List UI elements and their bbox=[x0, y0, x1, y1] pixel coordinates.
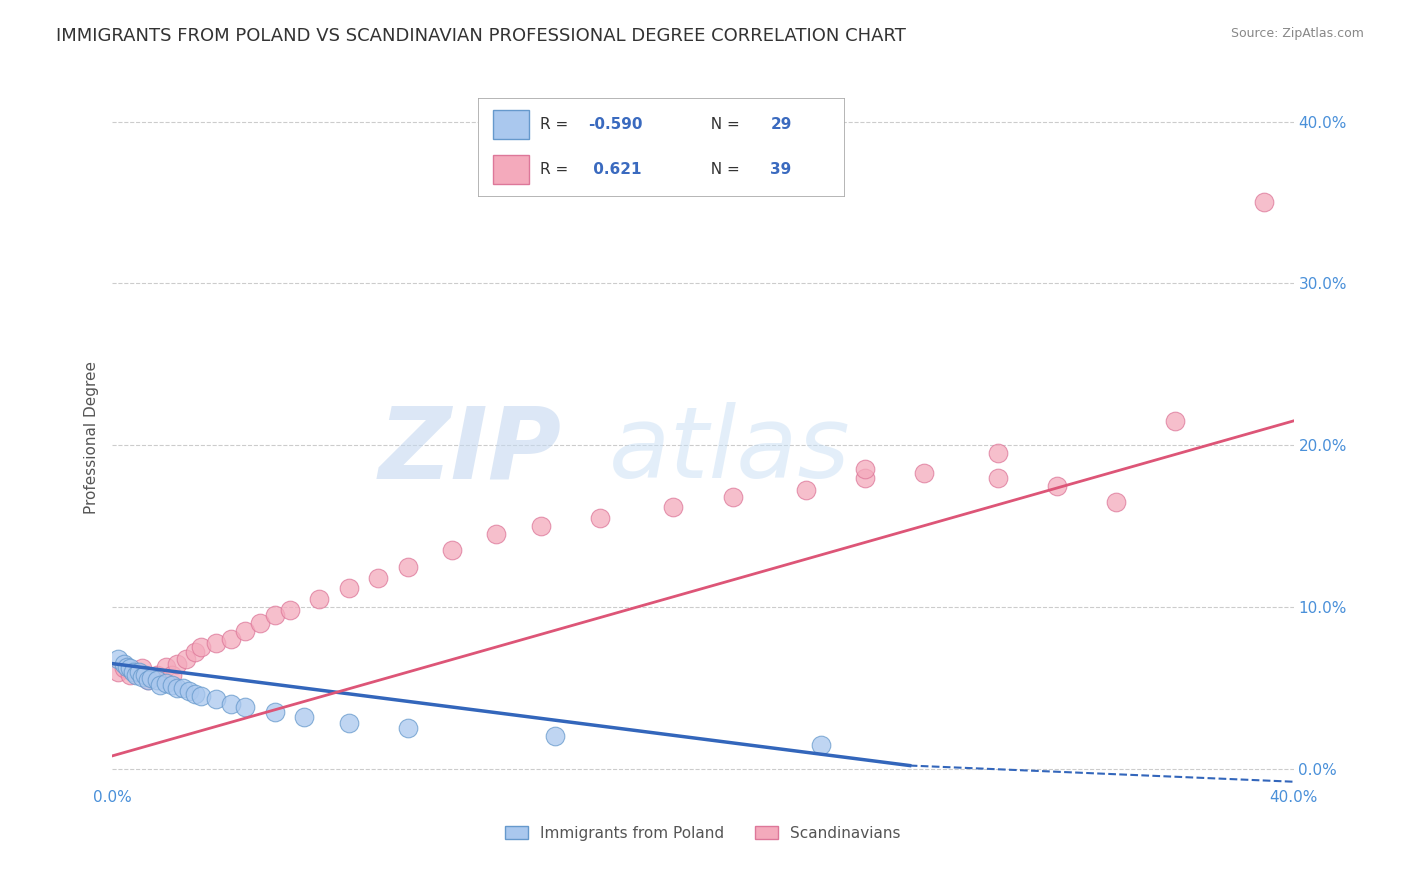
Text: 29: 29 bbox=[770, 117, 792, 132]
Scandinavians bbox=[166, 657, 188, 671]
Scandinavians bbox=[529, 519, 551, 533]
FancyBboxPatch shape bbox=[492, 155, 529, 185]
Scandinavians bbox=[249, 616, 271, 631]
Scandinavians bbox=[308, 591, 330, 606]
Immigrants from Poland bbox=[120, 661, 142, 675]
Scandinavians bbox=[914, 466, 936, 480]
Scandinavians bbox=[1046, 478, 1069, 492]
Immigrants from Poland bbox=[190, 689, 212, 703]
Scandinavians bbox=[855, 470, 877, 484]
Scandinavians bbox=[337, 581, 360, 595]
Scandinavians bbox=[1253, 195, 1275, 210]
Scandinavians bbox=[107, 665, 129, 679]
Scandinavians bbox=[155, 660, 177, 674]
Text: 0.621: 0.621 bbox=[588, 162, 641, 178]
Immigrants from Poland bbox=[146, 673, 169, 687]
Scandinavians bbox=[367, 571, 389, 585]
Scandinavians bbox=[441, 543, 464, 558]
Scandinavians bbox=[190, 640, 212, 655]
Immigrants from Poland bbox=[149, 678, 172, 692]
Scandinavians bbox=[112, 661, 135, 675]
Scandinavians bbox=[396, 559, 419, 574]
Scandinavians bbox=[796, 483, 818, 498]
Text: -0.590: -0.590 bbox=[588, 117, 643, 132]
Scandinavians bbox=[233, 624, 256, 639]
Scandinavians bbox=[205, 635, 228, 649]
Immigrants from Poland bbox=[166, 681, 188, 695]
Legend: Immigrants from Poland, Scandinavians: Immigrants from Poland, Scandinavians bbox=[499, 820, 907, 847]
Immigrants from Poland bbox=[264, 705, 287, 719]
Scandinavians bbox=[125, 665, 148, 679]
Scandinavians bbox=[264, 608, 287, 623]
Scandinavians bbox=[588, 511, 610, 525]
Scandinavians bbox=[146, 668, 169, 682]
Immigrants from Poland bbox=[172, 681, 194, 695]
Immigrants from Poland bbox=[107, 652, 129, 666]
Immigrants from Poland bbox=[134, 668, 156, 682]
Immigrants from Poland bbox=[136, 673, 159, 687]
Text: Source: ZipAtlas.com: Source: ZipAtlas.com bbox=[1230, 27, 1364, 40]
Scandinavians bbox=[1105, 495, 1128, 509]
Scandinavians bbox=[131, 661, 153, 675]
Scandinavians bbox=[174, 652, 197, 666]
Scandinavians bbox=[120, 668, 142, 682]
Text: R =: R = bbox=[540, 162, 574, 178]
Immigrants from Poland bbox=[233, 700, 256, 714]
Scandinavians bbox=[136, 673, 159, 687]
Text: 39: 39 bbox=[770, 162, 792, 178]
Immigrants from Poland bbox=[117, 660, 138, 674]
Immigrants from Poland bbox=[179, 684, 201, 698]
Immigrants from Poland bbox=[155, 676, 177, 690]
Immigrants from Poland bbox=[292, 710, 315, 724]
Immigrants from Poland bbox=[396, 722, 419, 736]
Scandinavians bbox=[278, 603, 301, 617]
Immigrants from Poland bbox=[544, 730, 567, 744]
Text: R =: R = bbox=[540, 117, 574, 132]
Y-axis label: Professional Degree: Professional Degree bbox=[83, 360, 98, 514]
Immigrants from Poland bbox=[219, 697, 242, 711]
Text: N =: N = bbox=[702, 162, 745, 178]
Scandinavians bbox=[219, 632, 242, 647]
Scandinavians bbox=[662, 500, 685, 514]
Scandinavians bbox=[184, 645, 207, 659]
Scandinavians bbox=[160, 668, 183, 682]
Immigrants from Poland bbox=[122, 665, 145, 679]
Scandinavians bbox=[485, 527, 508, 541]
Immigrants from Poland bbox=[205, 692, 228, 706]
Immigrants from Poland bbox=[337, 716, 360, 731]
Scandinavians bbox=[1164, 414, 1187, 428]
Scandinavians bbox=[721, 490, 744, 504]
Scandinavians bbox=[987, 446, 1010, 460]
Text: IMMIGRANTS FROM POLAND VS SCANDINAVIAN PROFESSIONAL DEGREE CORRELATION CHART: IMMIGRANTS FROM POLAND VS SCANDINAVIAN P… bbox=[56, 27, 905, 45]
Immigrants from Poland bbox=[810, 738, 832, 752]
FancyBboxPatch shape bbox=[492, 110, 529, 139]
Immigrants from Poland bbox=[184, 687, 207, 701]
Immigrants from Poland bbox=[139, 671, 162, 685]
Text: N =: N = bbox=[702, 117, 745, 132]
Immigrants from Poland bbox=[160, 678, 183, 692]
Scandinavians bbox=[987, 470, 1010, 484]
Scandinavians bbox=[855, 462, 877, 476]
Immigrants from Poland bbox=[128, 665, 150, 679]
Immigrants from Poland bbox=[125, 668, 148, 682]
Immigrants from Poland bbox=[112, 657, 135, 671]
Immigrants from Poland bbox=[131, 669, 153, 683]
Text: atlas: atlas bbox=[609, 402, 851, 500]
Text: ZIP: ZIP bbox=[378, 402, 561, 500]
